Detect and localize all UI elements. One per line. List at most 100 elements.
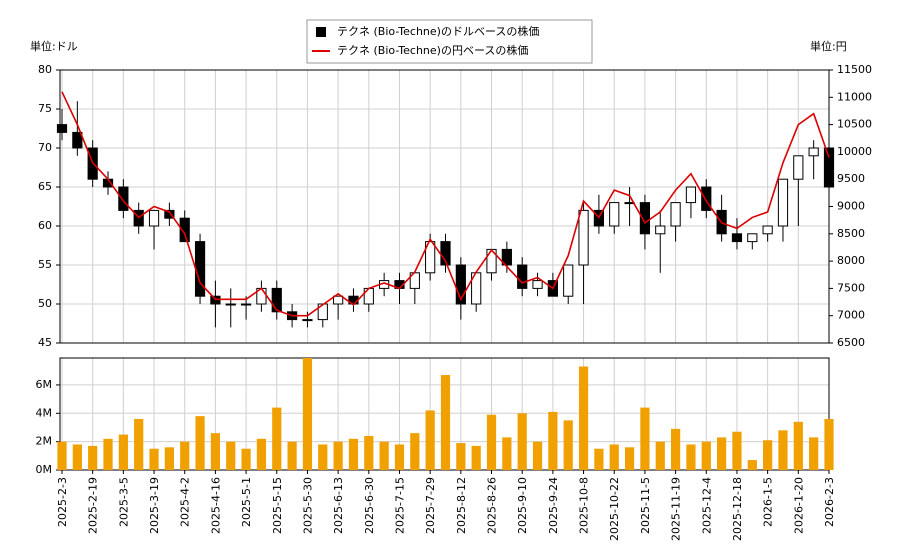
volume-bar [517, 413, 527, 470]
volume-bar [670, 428, 681, 470]
y2-tick-label: 7500 [837, 281, 865, 294]
y2-tick-label: 10000 [837, 145, 872, 158]
y-tick-label: 50 [38, 297, 52, 310]
y-tick-label: 45 [38, 336, 52, 349]
x-tick-label: 2025-4-2 [179, 477, 192, 527]
candle-body [179, 217, 190, 243]
volume-bar [410, 433, 420, 470]
volume-bar [486, 414, 497, 470]
volume-bar [563, 420, 573, 470]
y-axis-label: 単位:ドル [30, 39, 78, 53]
x-tick-label: 2025-11-5 [639, 477, 652, 534]
x-tick-label: 2025-7-29 [424, 477, 437, 534]
y-tick-label: 55 [38, 258, 52, 271]
candle-body [56, 124, 68, 133]
candle-body [578, 209, 589, 266]
candle-body [655, 225, 666, 235]
y2-tick-label: 10500 [837, 118, 872, 131]
volume-bar [747, 460, 757, 470]
volume-bar [302, 358, 313, 470]
volume-bar [333, 441, 343, 470]
x-tick-label: 2025-6-30 [363, 477, 376, 534]
legend [306, 19, 593, 64]
volume-bar [118, 434, 128, 470]
candle-body [793, 155, 804, 180]
x-tick-label: 2026-2-3 [823, 477, 836, 527]
volume-bar [717, 437, 727, 470]
x-tick-label: 2025-3-19 [148, 477, 161, 534]
candle-body [685, 186, 697, 204]
volume-bar [149, 448, 159, 470]
x-tick-label: 2026-1-5 [762, 477, 775, 527]
x-tick-label: 2025-11-19 [670, 477, 683, 541]
volume-bar [440, 375, 451, 470]
price-line [61, 91, 830, 317]
y2-tick-label: 9500 [837, 172, 865, 185]
plot-frame [59, 69, 830, 344]
legend-swatch [316, 27, 326, 37]
candle-body [302, 319, 313, 322]
volume-bar [164, 447, 174, 470]
candle-body [148, 209, 160, 227]
volume-bar [548, 411, 558, 470]
candle-body [501, 248, 512, 266]
y2-tick-label: 8000 [837, 254, 865, 267]
volume-bar [701, 441, 711, 470]
volume-bar [318, 444, 328, 470]
x-tick-label: 2025-2-19 [87, 477, 100, 534]
volume-bar [180, 441, 190, 470]
candle-body [271, 287, 282, 313]
volume-bar [88, 445, 98, 470]
x-tick-label: 2025-9-10 [516, 477, 529, 534]
volume-bar [609, 444, 619, 470]
candle-body [194, 241, 206, 297]
candle-body [670, 202, 681, 227]
x-tick-label: 2025-8-12 [455, 477, 468, 534]
volume-bar [594, 448, 604, 470]
candle-body [240, 303, 252, 306]
volume-bar [241, 448, 251, 470]
y-tick-label: 65 [38, 180, 52, 193]
volume-bar [379, 441, 389, 470]
candle-body [425, 241, 436, 274]
candle-body [731, 233, 743, 243]
volume-bar [732, 431, 742, 470]
x-tick-label: 2025-5-1 [240, 477, 253, 527]
candle-body [118, 186, 129, 211]
y2-tick-label: 11000 [837, 90, 872, 103]
y-tick-label: 2M [36, 435, 53, 448]
volume-bar [348, 438, 359, 470]
x-tick-label: 2025-2-3 [56, 477, 69, 527]
candle-body [609, 202, 620, 227]
volume-bar [686, 444, 696, 470]
candle-body [455, 264, 466, 305]
volume-bar [256, 438, 267, 470]
y2-tick-label: 7000 [837, 309, 865, 322]
candle-body [225, 303, 236, 306]
y2-tick-label: 6500 [837, 336, 865, 349]
candle-body [639, 202, 651, 235]
x-tick-label: 2025-3-5 [117, 477, 130, 527]
volume-bar [793, 421, 803, 470]
candle-body [777, 178, 789, 227]
candle-body [532, 280, 543, 289]
x-tick-label: 2025-9-24 [547, 477, 560, 534]
x-tick-label: 2025-5-15 [271, 477, 284, 534]
x-tick-label: 2025-6-13 [332, 477, 345, 534]
volume-bar [272, 407, 282, 470]
x-tick-label: 2025-4-16 [209, 477, 222, 534]
y-tick-label: 80 [38, 63, 52, 76]
x-tick-label: 2025-8-26 [486, 477, 499, 534]
x-tick-label: 2025-12-4 [700, 477, 713, 534]
volume-bar [226, 441, 236, 470]
candle-body [72, 131, 83, 149]
candle-body [164, 209, 175, 219]
y-tick-label: 70 [38, 141, 52, 154]
x-tick-label: 2025-7-15 [393, 477, 406, 534]
volume-bar [763, 440, 773, 470]
y-tick-label: 6M [36, 378, 53, 391]
volume-bar [655, 441, 665, 470]
volume-bar [210, 433, 221, 470]
y-tick-label: 0M [36, 463, 53, 476]
